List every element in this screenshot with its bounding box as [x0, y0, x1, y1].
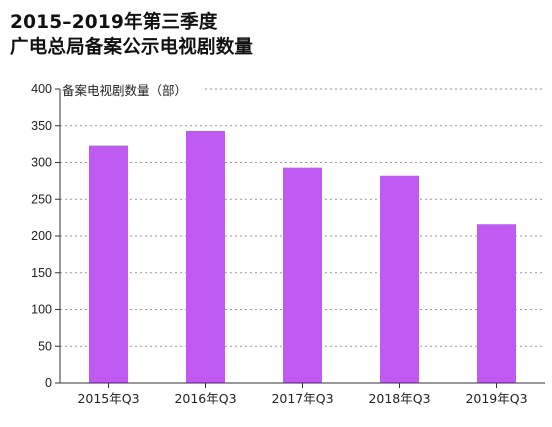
- y-tick-label: 250: [31, 192, 52, 206]
- axes: [55, 88, 545, 388]
- bars: [89, 130, 516, 383]
- y-tick-label: 350: [31, 119, 52, 133]
- gridlines: [60, 88, 545, 347]
- x-tick-label: 2017年Q3: [271, 391, 333, 406]
- bar: [380, 175, 419, 383]
- x-tick-label: 2018年Q3: [368, 391, 430, 406]
- y-tick-label: 0: [45, 376, 52, 390]
- y-tick-label: 150: [31, 266, 52, 280]
- bar: [477, 224, 516, 383]
- y-tick-label: 50: [38, 339, 52, 353]
- bar: [283, 167, 322, 383]
- x-tick-label: 2015年Q3: [77, 391, 139, 406]
- y-tick-label: 200: [31, 229, 52, 243]
- y-tick-label: 400: [31, 82, 52, 96]
- y-tick-label: 300: [31, 156, 52, 170]
- x-tick-label: 2019年Q3: [465, 391, 527, 406]
- y-axis-label: 备案电视剧数量（部）: [62, 83, 187, 98]
- x-tick-label: 2016年Q3: [174, 391, 236, 406]
- y-tick-label: 100: [31, 303, 52, 317]
- chart-title: 2015–2019年第三季度: [10, 12, 218, 33]
- bar: [89, 145, 128, 383]
- bar: [186, 130, 225, 383]
- tick-labels: 0 50 100 150 200 250 300 350 400 2015年Q3 2016年Q3 20…: [31, 82, 527, 406]
- chart-subtitle: 广电总局备案公示电视剧数量: [10, 37, 254, 58]
